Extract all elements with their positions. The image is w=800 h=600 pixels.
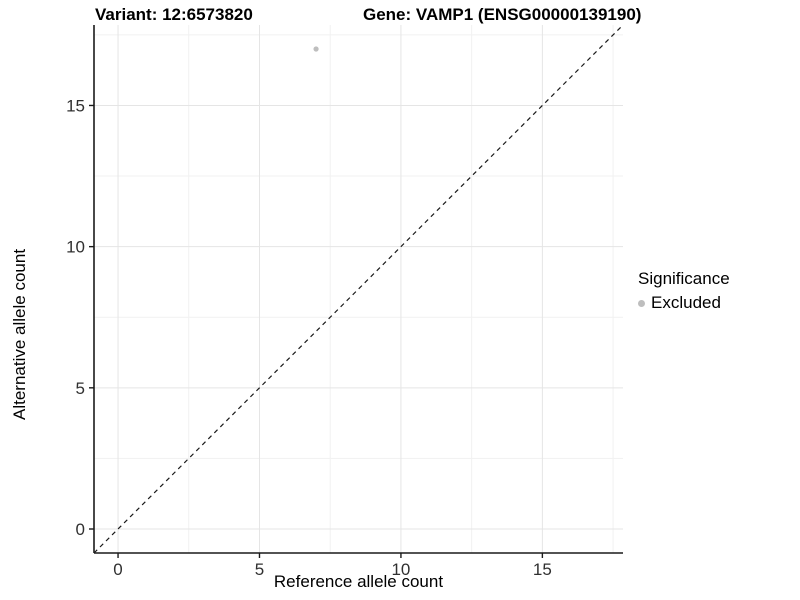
y-tick-label: 0 <box>76 520 85 539</box>
data-point-excluded <box>313 46 319 52</box>
identity-line <box>93 24 624 554</box>
legend-item-excluded: Excluded <box>638 293 730 313</box>
legend-item-label: Excluded <box>651 293 721 312</box>
x-tick-label: 10 <box>391 560 410 579</box>
plot-title-gene: Gene: VAMP1 (ENSG00000139190) <box>363 5 642 24</box>
legend-title: Significance <box>638 269 730 288</box>
x-axis-title: Reference allele count <box>273 572 444 591</box>
legend: Significance Excluded <box>638 269 730 313</box>
plot-title-variant: Variant: 12:6573820 <box>95 5 253 24</box>
x-tick-label: 15 <box>533 560 552 579</box>
y-tick-label: 15 <box>66 96 85 115</box>
y-tick-label: 10 <box>66 238 85 257</box>
y-tick-label: 5 <box>76 379 85 398</box>
x-tick-label: 0 <box>113 560 122 579</box>
legend-key-dot-icon <box>638 299 645 307</box>
y-axis-title: Alternative allele count <box>10 248 29 420</box>
x-tick-label: 5 <box>255 560 264 579</box>
